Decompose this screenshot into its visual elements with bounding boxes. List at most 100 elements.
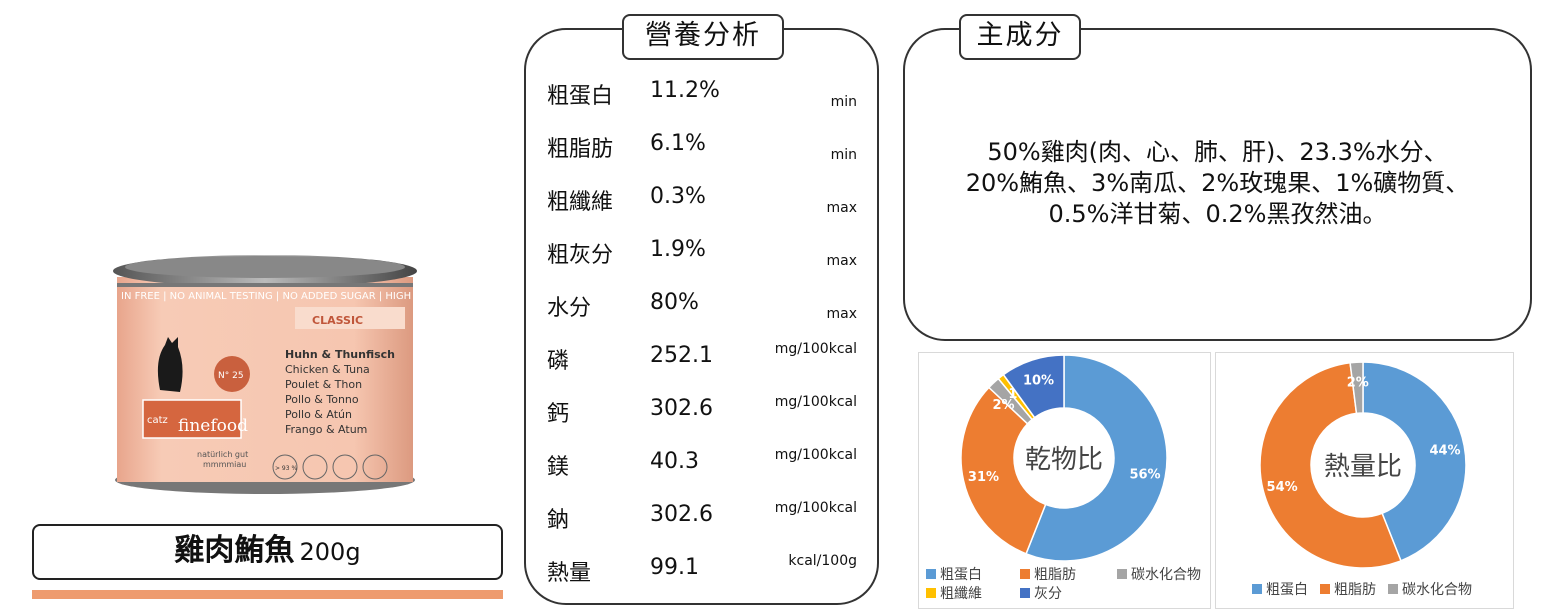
legend-item: 碳水化合物 bbox=[1117, 564, 1201, 584]
brand-logo: finefood bbox=[178, 416, 248, 436]
legend-label: 粗纖維 bbox=[940, 586, 982, 602]
flavor-text: Huhn & Thunfisch bbox=[285, 348, 395, 361]
nutrient-unit: mg/100kcal bbox=[774, 341, 857, 357]
can-band-text: IN FREE | NO ANIMAL TESTING | NO ADDED S… bbox=[121, 291, 425, 302]
can-badge: > 93 % bbox=[275, 465, 297, 472]
nutrient-label: 粗蛋白 bbox=[547, 84, 614, 109]
data-label: 2% bbox=[1347, 376, 1369, 391]
nutrient-value: 1.9% bbox=[650, 237, 706, 262]
legend-swatch bbox=[1252, 584, 1262, 594]
ingredients-title: 主成分 bbox=[959, 14, 1081, 60]
donut-slice-0-1 bbox=[960, 386, 1047, 555]
nutrient-label: 粗灰分 bbox=[547, 243, 614, 268]
nutrient-value: 99.1 bbox=[650, 555, 699, 580]
data-label: 10% bbox=[1023, 374, 1054, 389]
legend-item: 粗蛋白 bbox=[926, 564, 982, 584]
legend-item: 粗纖維 bbox=[926, 583, 982, 603]
legend-item: 碳水化合物 bbox=[1388, 579, 1472, 599]
slogan: mmmmiau bbox=[203, 460, 246, 469]
ingredients-panel bbox=[903, 28, 1532, 341]
legend-swatch bbox=[926, 588, 936, 598]
nutrient-label: 粗脂肪 bbox=[547, 137, 614, 162]
legend-swatch bbox=[1020, 588, 1030, 598]
legend-item: 粗蛋白 bbox=[1252, 579, 1308, 599]
nutrient-unit: mg/100kcal bbox=[774, 447, 857, 463]
legend-swatch bbox=[1117, 569, 1127, 579]
flavor-text: Pollo & Atún bbox=[285, 408, 352, 421]
product-name: 雞肉鮪魚 bbox=[174, 533, 295, 568]
data-label: 2% bbox=[992, 398, 1014, 413]
nutrient-unit: min bbox=[830, 94, 857, 110]
calorie-chart-box bbox=[1215, 352, 1514, 609]
nutrient-label: 粗纖維 bbox=[547, 190, 614, 215]
flavor-text: Pollo & Tonno bbox=[285, 393, 359, 406]
nutrition-panel bbox=[524, 28, 879, 605]
ingredients-line: 50%雞肉(肉、心、肺、肝)、23.3%水分、 bbox=[987, 138, 1448, 166]
nutrient-label: 磷 bbox=[547, 349, 570, 374]
ingredients-text: 50%雞肉(肉、心、肺、肝)、23.3%水分、 20%鮪魚、3%南瓜、2%玫瑰果… bbox=[905, 137, 1530, 230]
nutrient-label: 鈣 bbox=[547, 402, 570, 427]
ingredients-line: 0.5%洋甘菊、0.2%黑孜然油。 bbox=[1048, 200, 1387, 228]
product-can-image: IN FREE | NO ANIMAL TESTING | NO ADDED S… bbox=[113, 255, 425, 494]
nutrient-label: 鎂 bbox=[547, 455, 570, 480]
data-label: 56% bbox=[1129, 467, 1160, 482]
nutrient-label: 水分 bbox=[547, 296, 592, 321]
legend-swatch bbox=[926, 569, 936, 579]
chart-center-title: 乾物比 bbox=[1025, 445, 1103, 475]
nutrition-title: 營養分析 bbox=[622, 14, 784, 60]
nutrient-value: 11.2% bbox=[650, 78, 720, 103]
data-label: 31% bbox=[968, 470, 999, 485]
legend-label: 粗脂肪 bbox=[1034, 567, 1076, 583]
legend-label: 碳水化合物 bbox=[1131, 567, 1201, 583]
nutrient-label: 熱量 bbox=[547, 561, 592, 586]
flavor-text: Poulet & Thon bbox=[285, 378, 362, 391]
legend-label: 灰分 bbox=[1034, 586, 1062, 602]
flavor-text: Frango & Atum bbox=[285, 423, 367, 436]
brand-prefix: catz bbox=[147, 415, 168, 426]
nutrient-unit: max bbox=[826, 253, 857, 269]
can-line-text: CLASSIC bbox=[312, 314, 363, 327]
slogan: natürlich gut bbox=[197, 450, 248, 459]
donut-slice-1-1 bbox=[1259, 361, 1402, 569]
ingredients-line: 20%鮪魚、3%南瓜、2%玫瑰果、1%礦物質、 bbox=[965, 169, 1470, 197]
nutrient-unit: kcal/100g bbox=[788, 553, 857, 569]
nutrient-unit: max bbox=[826, 200, 857, 216]
data-label: 54% bbox=[1267, 480, 1298, 495]
chart-center-title: 熱量比 bbox=[1324, 452, 1402, 482]
legend-swatch bbox=[1320, 584, 1330, 594]
nutrient-value: 0.3% bbox=[650, 184, 706, 209]
legend-item: 粗脂肪 bbox=[1020, 564, 1076, 584]
nutrient-value: 302.6 bbox=[650, 502, 713, 527]
nutrient-value: 80% bbox=[650, 290, 699, 315]
legend-label: 粗蛋白 bbox=[1266, 582, 1308, 598]
nutrient-label: 鈉 bbox=[547, 508, 570, 533]
flavor-text: Chicken & Tuna bbox=[285, 363, 370, 376]
legend-item: 粗脂肪 bbox=[1320, 579, 1376, 599]
nutrient-value: 302.6 bbox=[650, 396, 713, 421]
nutrient-unit: max bbox=[826, 306, 857, 322]
donut-slice-0-0 bbox=[1025, 354, 1168, 562]
legend-label: 碳水化合物 bbox=[1402, 582, 1472, 598]
legend-item: 灰分 bbox=[1020, 583, 1062, 603]
dry-matter-chart-box bbox=[918, 352, 1211, 609]
nutrient-unit: min bbox=[830, 147, 857, 163]
legend-swatch bbox=[1388, 584, 1398, 594]
legend-swatch bbox=[1020, 569, 1030, 579]
nutrient-value: 40.3 bbox=[650, 449, 699, 474]
can-number: N° 25 bbox=[218, 371, 244, 381]
donut-slice-0-4 bbox=[1002, 354, 1065, 419]
nutrient-unit: mg/100kcal bbox=[774, 500, 857, 516]
data-label: 44% bbox=[1429, 443, 1460, 458]
product-title: 雞肉鮪魚 200g bbox=[32, 524, 503, 580]
legend-label: 粗蛋白 bbox=[940, 567, 982, 583]
product-weight: 200g bbox=[299, 538, 361, 566]
nutrient-value: 6.1% bbox=[650, 131, 706, 156]
accent-bar bbox=[32, 590, 503, 599]
nutrient-value: 252.1 bbox=[650, 343, 713, 368]
donut-slice-1-0 bbox=[1362, 361, 1467, 562]
cat-silhouette-icon bbox=[157, 337, 183, 392]
donut-slice-1-2 bbox=[1349, 361, 1364, 415]
legend-label: 粗脂肪 bbox=[1334, 582, 1376, 598]
nutrient-unit: mg/100kcal bbox=[774, 394, 857, 410]
